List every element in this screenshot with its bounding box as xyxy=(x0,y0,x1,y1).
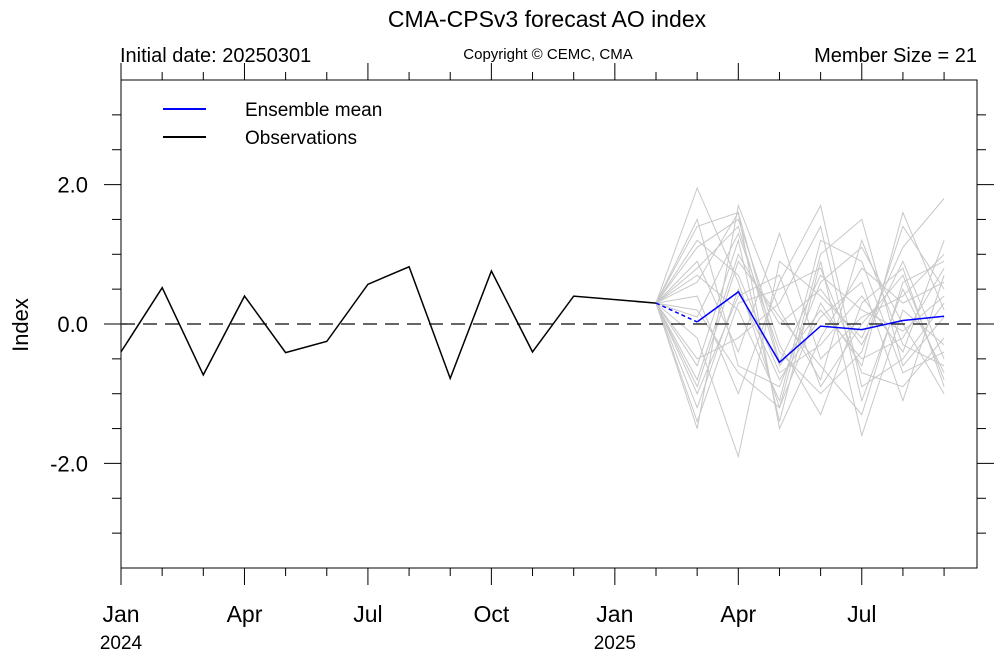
x-year-label-2025: 2025 xyxy=(594,633,636,654)
ensemble-member-line-10 xyxy=(655,239,945,403)
x-tick-label-6: Apr xyxy=(720,601,756,627)
x-tick-label-1: Jan xyxy=(102,601,139,627)
ensemble-member-line-7 xyxy=(655,275,945,410)
y-tick-label: 2.0 xyxy=(57,173,88,198)
observations-series xyxy=(120,265,657,381)
x-tick-label-2: Apr xyxy=(227,601,263,627)
ensemble-member-line-2 xyxy=(655,186,945,410)
ensemble-member-line-14 xyxy=(655,267,945,424)
x-tick-label-7: Jul xyxy=(847,601,876,627)
ensemble-member-line-20 xyxy=(655,274,945,395)
copyright-label: Copyright © CEMC, CMA xyxy=(463,46,632,63)
member-size-label: Member Size = 21 xyxy=(814,45,977,67)
legend: Ensemble mean Observations xyxy=(163,100,382,149)
legend-label-1: Ensemble mean xyxy=(245,100,382,121)
ensemble-member-line-11 xyxy=(655,260,945,416)
x-tick-label-3: Jul xyxy=(353,601,382,627)
y-axis-label: Index xyxy=(8,298,33,352)
ensemble-members xyxy=(655,186,945,459)
x-tick-label-4: Oct xyxy=(473,601,509,627)
ensemble-member-line-6 xyxy=(655,204,945,396)
ensemble-member-line-16 xyxy=(655,225,945,403)
y-tick-label: -2.0 xyxy=(50,451,88,476)
observations-line xyxy=(120,265,657,381)
ensemble-member-line-13 xyxy=(655,225,945,395)
ensemble-member-line-15 xyxy=(655,211,945,431)
x-tick-label-5: Jan xyxy=(596,601,633,627)
ensemble-member-line-4 xyxy=(655,231,945,360)
axes: Jan 2024 Apr Jul Oct Jan 2025 Apr Jul 2.0 0.0 -2.0 xyxy=(50,63,994,654)
ensemble-member-line-12 xyxy=(655,218,945,394)
ensemble-member-line-18 xyxy=(655,253,945,382)
ensemble-mean-line xyxy=(696,290,945,364)
x-year-label-2024: 2024 xyxy=(100,633,143,654)
initial-date-label: Initial date: 20250301 xyxy=(120,45,311,67)
ensemble-member-line-21 xyxy=(655,225,945,367)
legend-label-2: Observations xyxy=(245,128,357,149)
y-tick-label: 0.0 xyxy=(57,312,88,337)
ensemble-mean-series xyxy=(655,290,945,364)
ensemble-mean-connector xyxy=(655,302,698,323)
chart-title: CMA-CPSv3 forecast AO index xyxy=(388,6,707,32)
